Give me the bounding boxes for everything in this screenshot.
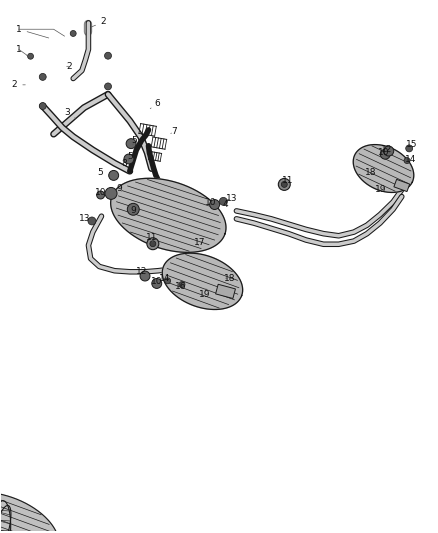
Text: 10: 10 — [205, 198, 217, 207]
Text: 18: 18 — [365, 168, 376, 177]
Text: 19: 19 — [199, 289, 211, 298]
Text: 19: 19 — [375, 185, 387, 194]
Text: 1: 1 — [16, 25, 49, 38]
Circle shape — [88, 217, 96, 225]
Text: 6: 6 — [150, 99, 159, 109]
Circle shape — [70, 30, 76, 36]
Text: 11: 11 — [146, 233, 157, 243]
Circle shape — [380, 149, 390, 159]
Text: 5: 5 — [98, 168, 110, 177]
Text: 12: 12 — [381, 146, 392, 155]
Text: 8: 8 — [121, 159, 127, 168]
Text: 9: 9 — [130, 206, 136, 215]
Circle shape — [105, 83, 112, 90]
Text: 2: 2 — [66, 62, 72, 71]
Text: 18: 18 — [224, 273, 236, 282]
Text: 13: 13 — [226, 194, 238, 203]
Text: 10: 10 — [152, 277, 163, 286]
Text: 11: 11 — [282, 176, 293, 185]
Polygon shape — [0, 492, 59, 533]
Text: 5: 5 — [131, 136, 137, 146]
Circle shape — [28, 53, 34, 59]
Text: 14: 14 — [405, 155, 416, 164]
Circle shape — [127, 203, 139, 215]
Circle shape — [147, 238, 159, 249]
Text: 16: 16 — [175, 282, 187, 291]
Circle shape — [39, 74, 46, 80]
Text: 4: 4 — [209, 199, 228, 208]
Circle shape — [126, 139, 136, 149]
Polygon shape — [353, 144, 414, 192]
Text: 7: 7 — [171, 127, 177, 136]
Circle shape — [281, 181, 287, 188]
Text: 12: 12 — [136, 267, 147, 276]
Circle shape — [165, 278, 171, 284]
Polygon shape — [0, 505, 11, 533]
Circle shape — [39, 102, 46, 109]
Circle shape — [109, 171, 119, 180]
Circle shape — [179, 281, 185, 287]
Text: 1: 1 — [16, 45, 27, 55]
Text: 9: 9 — [116, 183, 122, 192]
Polygon shape — [215, 284, 236, 298]
Circle shape — [210, 199, 219, 209]
Text: 2: 2 — [12, 80, 25, 90]
Polygon shape — [394, 179, 410, 191]
Text: 13: 13 — [79, 214, 91, 223]
Circle shape — [278, 179, 290, 190]
Circle shape — [97, 191, 105, 199]
Text: 15: 15 — [406, 140, 417, 149]
Circle shape — [105, 52, 112, 59]
Text: 3: 3 — [64, 108, 75, 118]
Circle shape — [140, 271, 150, 281]
Circle shape — [150, 241, 156, 247]
Circle shape — [404, 158, 410, 164]
Text: 10: 10 — [95, 188, 106, 197]
Circle shape — [105, 188, 117, 199]
Text: 14: 14 — [159, 273, 170, 282]
Circle shape — [384, 146, 394, 156]
Polygon shape — [0, 500, 11, 533]
Circle shape — [124, 154, 134, 164]
Polygon shape — [162, 253, 243, 310]
Text: 10: 10 — [378, 148, 389, 157]
Text: 17: 17 — [194, 238, 205, 247]
Circle shape — [406, 145, 413, 152]
Text: 5: 5 — [127, 152, 133, 161]
Polygon shape — [111, 179, 226, 252]
Text: 2: 2 — [91, 17, 106, 27]
Circle shape — [219, 197, 227, 205]
Circle shape — [152, 278, 162, 288]
